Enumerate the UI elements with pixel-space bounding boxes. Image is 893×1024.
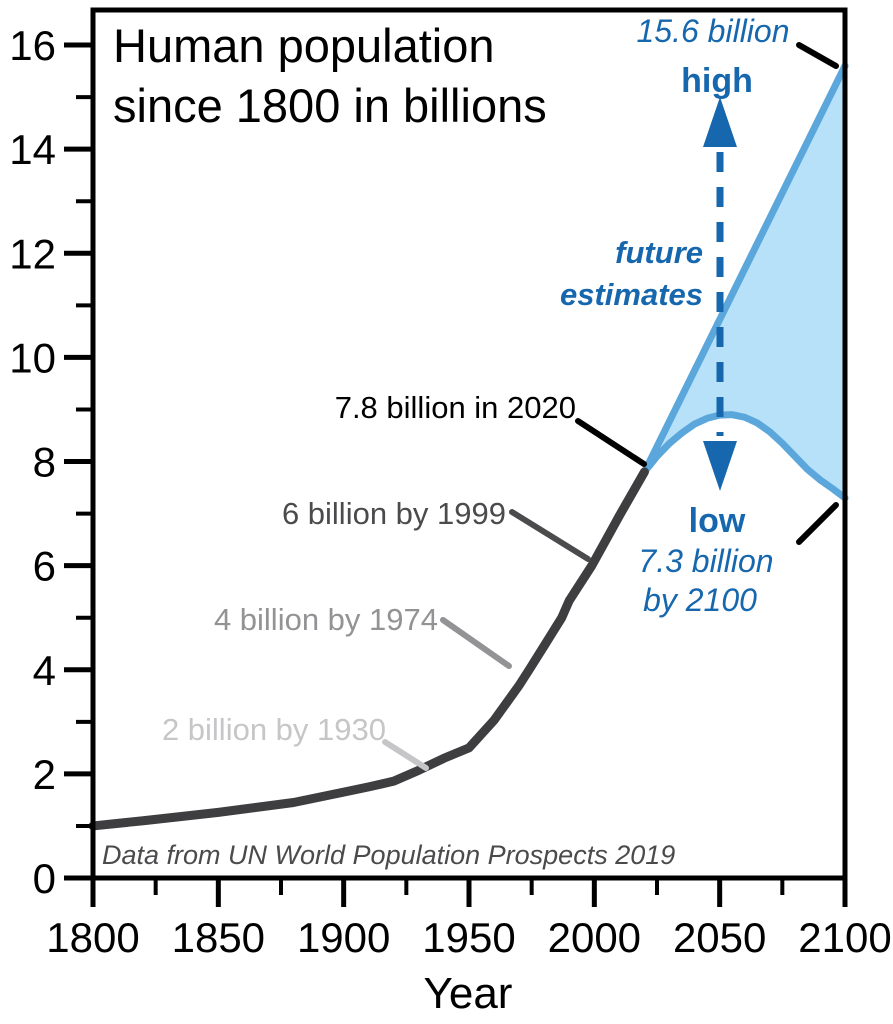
data-series-lines [88, 62, 849, 831]
x-tick-label: 1850 [172, 914, 265, 961]
x-tick-label: 1800 [46, 914, 139, 961]
annotation-1999: 6 billion by 1999 [282, 496, 506, 531]
y-tick-label: 10 [9, 334, 56, 381]
chart-title-line2: since 1800 in billions [113, 79, 547, 132]
annotation-future-estimates-line1: future [615, 235, 703, 270]
annotation-low-value: 7.3 billion [638, 543, 773, 579]
y-tick-label: 0 [33, 855, 56, 902]
y-tick-label: 8 [33, 439, 56, 486]
annotation-high-value: 15.6 billion [637, 13, 790, 49]
arrowhead-up-icon [703, 97, 737, 147]
annotation-1974: 4 billion by 1974 [214, 602, 438, 637]
y-tick-label: 2 [33, 751, 56, 798]
source-note: Data from UN World Population Prospects … [102, 840, 675, 870]
x-tick-label: 1950 [422, 914, 515, 961]
low-line [640, 411, 849, 502]
callout-line-high-estimate [796, 42, 839, 69]
annotation-high-label: high [681, 62, 753, 100]
callout-line-1974 [440, 617, 512, 669]
callout-line-1999 [509, 509, 591, 562]
callout-lines [382, 42, 839, 771]
high-line [640, 62, 849, 476]
annotation-future-estimates-line2: estimates [560, 277, 703, 312]
x-tick-label: 1900 [297, 914, 390, 961]
annotation-low-label: low [689, 502, 746, 540]
annotation-low-year: by 2100 [643, 582, 757, 618]
callout-line-2020 [575, 418, 647, 467]
y-tick-label: 14 [9, 126, 56, 173]
y-tick-label: 4 [33, 647, 56, 694]
chart-title-line1: Human population [113, 19, 495, 72]
arrowhead-down-icon [703, 441, 737, 491]
x-axis-label: Year [424, 969, 513, 1018]
axes-and-ticks: 0 2 4 6 8 10 12 14 16 1800 1850 1900 1950 2000 2050 210… [9, 7, 892, 961]
x-tick-label: 2100 [798, 914, 891, 961]
y-tick-label: 6 [33, 543, 56, 590]
x-tick-label: 2000 [548, 914, 641, 961]
y-tick-label: 12 [9, 230, 56, 277]
annotation-2020: 7.8 billion in 2020 [335, 390, 576, 425]
callout-line-1930 [382, 739, 429, 771]
historical-line [88, 467, 649, 831]
y-tick-label: 16 [9, 22, 56, 69]
future-estimates-dashed-arrow [703, 97, 737, 491]
callout-line-low-estimate [796, 502, 839, 545]
x-tick-label: 2050 [673, 914, 766, 961]
annotation-1930: 2 billion by 1930 [162, 712, 386, 747]
